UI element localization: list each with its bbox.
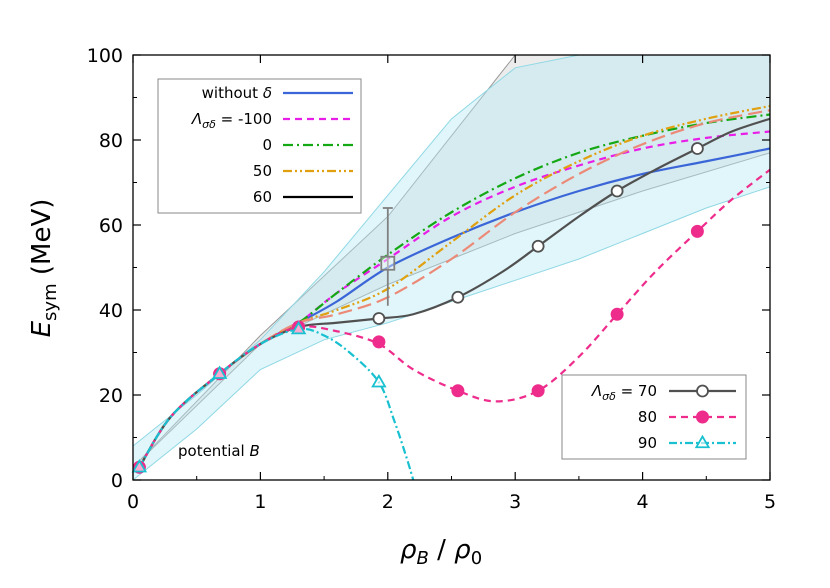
data-marker [696,410,709,424]
x-tick-label: 0 [127,491,139,513]
gray-band [133,55,770,468]
data-marker [690,224,704,238]
y-tick-label: 100 [87,45,123,67]
data-marker [531,384,545,398]
data-marker [211,365,228,379]
data-square [380,255,396,271]
cyan-band [133,55,770,480]
data-marker [131,458,148,473]
svg-text:Esym (MeV): Esym (MeV) [27,199,61,338]
x-tick-label: 5 [764,491,776,513]
legend-label: 0 [262,136,272,154]
data-marker [696,384,709,398]
data-marker [610,307,624,321]
y-axis-title: Esym (MeV) [27,199,61,338]
series-line [138,327,415,480]
y-tick-label: 0 [111,470,123,492]
y-tick-label: 40 [99,300,123,322]
plot-frame [132,54,771,481]
legend-label: 50 [253,162,272,180]
uncertainty-bands [133,55,770,480]
legend-label: without δ [202,84,272,102]
x-tick-label: 1 [254,491,266,513]
data-marker [694,434,711,449]
x-tick-label: 3 [509,491,521,513]
data-marker [372,312,386,325]
data-marker [372,335,386,349]
legend-label: Λσδ = -100 [191,110,272,131]
legend-upper: without δ Λσδ = -100 0 50 60 [157,78,362,214]
x-tick-label: 4 [637,491,649,513]
legend-label: Λσδ = 70 [591,382,657,403]
legend-label: 90 [638,434,657,452]
data-marker [451,290,465,304]
series-markers [131,142,704,474]
y-tick-label: 80 [99,130,123,152]
potential-annotation: potential B [178,442,260,460]
series-line [138,104,770,468]
svg-text:ρB / ρ0: ρB / ρ0 [400,535,482,569]
data-marker [451,384,465,398]
x-axis-title: ρB / ρ0 [400,535,482,569]
legend-label: 80 [638,408,657,426]
legend-label: 60 [253,188,272,206]
data-marker [690,142,704,155]
legend-lower: Λσδ = 70 80 90 [561,374,747,460]
data-marker [371,373,387,388]
data-marker [531,239,545,253]
y-tick-label: 20 [99,385,123,407]
experimental-data-point [380,207,396,306]
y-tick-label: 60 [99,215,123,237]
data-marker [610,184,624,198]
data-marker [290,320,307,335]
x-tick-label: 2 [382,491,394,513]
